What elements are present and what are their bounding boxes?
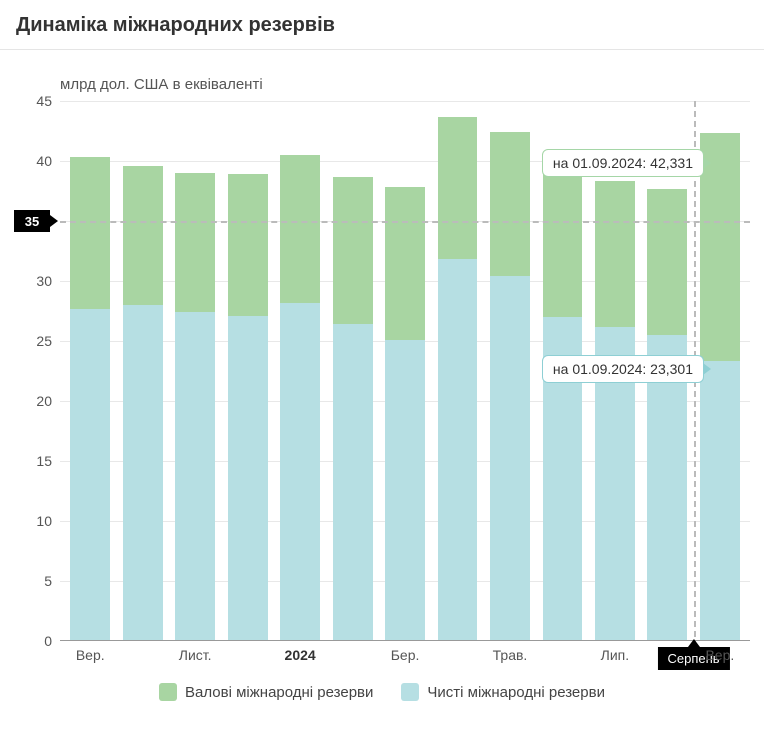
bar-segment-gross [543,172,583,317]
legend-swatch-net [401,683,419,701]
tooltip-blue: на 01.09.2024: 23,301 [542,355,704,383]
bar-stack[interactable] [280,101,320,641]
bar-segment-gross [647,189,687,335]
bar-segment-gross [490,132,530,276]
bar-stack[interactable] [175,101,215,641]
y-tick-label: 25 [36,333,52,349]
x-tick-label [641,641,693,667]
x-tick-label [536,641,588,667]
x-axis: Вер. Лист. 2024 Бер. Трав. Лип. Вер. [60,641,750,667]
bar-segment-net [228,316,268,641]
x-tick-label: Бер. [379,641,431,667]
y-tick-label: 10 [36,513,52,529]
bar-group [169,101,221,641]
x-tick-label [116,641,168,667]
x-tick-label [431,641,483,667]
bar-segment-net [280,303,320,641]
y-tick-label: 30 [36,273,52,289]
bar-segment-gross [70,157,110,308]
bar-segment-gross [595,181,635,326]
bar-segment-net [700,361,740,641]
y-tick-label: 5 [44,573,52,589]
x-tick-label: 2024 [274,641,326,667]
x-tick-label [221,641,273,667]
x-tick-label: Лип. [589,641,641,667]
bar-segment-net [70,309,110,641]
bar-group [221,101,273,641]
legend-label-gross: Валові міжнародні резерви [185,684,373,701]
bar-segment-net [175,312,215,641]
y-tick-label: 0 [44,633,52,649]
chart-subtitle: млрд дол. США в еквіваленті [60,76,750,93]
y-tick-label: 45 [36,93,52,109]
bar-segment-gross [438,117,478,260]
legend-swatch-gross [159,683,177,701]
bar-segment-net [385,340,425,641]
bar-stack[interactable] [70,101,110,641]
y-tick-label: 20 [36,393,52,409]
tooltip-green: на 01.09.2024: 42,331 [542,149,704,177]
bar-group [431,101,483,641]
chart-area: млрд дол. США в еквіваленті 051015202530… [0,50,764,701]
bar-segment-gross [228,174,268,316]
bar-segment-net [123,305,163,641]
bar-segment-gross [123,166,163,305]
bar-group [484,101,536,641]
x-tick-label: Лист. [169,641,221,667]
y-tick-label: 15 [36,453,52,469]
bar-group [274,101,326,641]
bar-segment-gross [175,173,215,312]
bar-segment-gross [280,155,320,303]
bar-group [379,101,431,641]
bar-group [64,101,116,641]
y-tick-label: 40 [36,153,52,169]
bar-segment-gross [385,187,425,339]
bar-stack[interactable] [123,101,163,641]
bar-group [326,101,378,641]
legend: Валові міжнародні резерви Чисті міжнарод… [14,683,750,701]
bar-stack[interactable] [490,101,530,641]
chart-title: Динаміка міжнародних резервів [0,0,764,50]
chart-container: Динаміка міжнародних резервів млрд дол. … [0,0,764,739]
reference-badge: 35 [14,210,50,232]
bar-group [116,101,168,641]
bar-stack[interactable] [438,101,478,641]
bar-stack[interactable] [385,101,425,641]
bar-segment-net [438,259,478,641]
legend-item-net: Чисті міжнародні резерви [401,683,605,701]
x-tick-label [326,641,378,667]
x-tick-label: Вер. [694,641,746,667]
bar-segment-net [333,324,373,641]
reference-line [60,221,750,223]
plot-region: 051015202530354045 35Серпеньна 01.09.202… [60,101,750,641]
x-tick-label: Вер. [64,641,116,667]
vertical-marker-line [694,101,696,667]
bar-segment-gross [333,177,373,325]
legend-item-gross: Валові міжнародні резерви [159,683,373,701]
bar-stack[interactable] [228,101,268,641]
y-axis: 051015202530354045 [14,101,58,641]
legend-label-net: Чисті міжнародні резерви [427,684,605,701]
x-tick-label: Трав. [484,641,536,667]
bar-segment-net [490,276,530,641]
bar-stack[interactable] [333,101,373,641]
